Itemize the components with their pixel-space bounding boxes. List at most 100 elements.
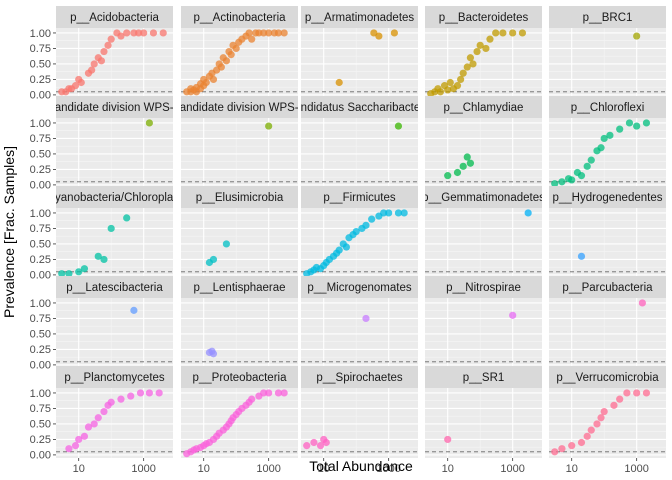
facet-label: p__Latescibacteria xyxy=(66,282,163,294)
data-point xyxy=(568,442,576,450)
data-point xyxy=(459,69,467,77)
facet-strip xyxy=(181,6,298,28)
data-point xyxy=(616,125,624,133)
facet-panel: p__Latescibacteria xyxy=(56,276,173,368)
data-point xyxy=(380,209,388,217)
facet-panel: p__Hydrogenedentes xyxy=(549,186,666,278)
point-group xyxy=(303,209,408,278)
facet-strip xyxy=(425,96,542,118)
data-point xyxy=(107,224,115,233)
data-point xyxy=(209,350,218,358)
data-point xyxy=(633,389,641,397)
y-tick-label: 1.00 xyxy=(30,118,51,130)
y-tick-label: 1.00 xyxy=(30,28,51,40)
facet-strip xyxy=(549,96,666,118)
data-point xyxy=(65,445,73,453)
x-tick-label: 10 xyxy=(73,463,85,475)
point-group xyxy=(58,214,131,278)
data-point xyxy=(509,311,517,319)
y-tick-label: 1.00 xyxy=(30,388,51,400)
data-point xyxy=(638,299,646,307)
panel-background xyxy=(301,298,418,368)
x-tick-label: 10 xyxy=(566,463,578,475)
facet-label: candidate division WPS-1 xyxy=(49,102,180,114)
facet-strip xyxy=(301,276,418,298)
data-point xyxy=(104,41,112,49)
data-point xyxy=(518,29,527,37)
data-point xyxy=(577,252,586,260)
facet-strip xyxy=(301,186,418,208)
data-point xyxy=(94,414,102,422)
facet-label: p__Nitrospirae xyxy=(446,282,521,294)
data-point xyxy=(80,265,89,273)
data-point xyxy=(473,47,481,56)
point-group xyxy=(130,306,138,314)
data-point xyxy=(65,270,73,278)
data-point xyxy=(58,270,66,278)
y-tick-label: 0.75 xyxy=(30,133,51,145)
data-point xyxy=(466,159,475,167)
panel-background xyxy=(549,298,666,368)
data-point xyxy=(444,435,452,444)
y-tick-label: 0.75 xyxy=(30,223,51,235)
y-tick-label: 0.50 xyxy=(30,59,51,71)
facet-label: p__Firmicutes xyxy=(323,192,395,204)
data-point xyxy=(466,54,475,62)
point-group xyxy=(58,29,167,96)
facet-strip xyxy=(56,96,173,118)
data-point xyxy=(436,88,445,96)
data-point xyxy=(600,134,608,143)
data-point xyxy=(583,162,591,170)
data-point xyxy=(149,29,158,37)
data-point xyxy=(633,32,641,40)
panel-background xyxy=(56,298,173,368)
facet-label: p__Acidobacteria xyxy=(70,12,159,24)
data-point xyxy=(633,122,641,130)
data-point xyxy=(551,180,559,188)
data-point xyxy=(94,252,102,260)
data-point xyxy=(600,407,608,416)
facet-strip xyxy=(301,366,418,388)
x-tick-label: 1000 xyxy=(376,463,400,475)
data-point xyxy=(583,432,591,440)
data-point xyxy=(587,156,595,164)
data-point xyxy=(75,435,83,444)
point-group xyxy=(509,311,517,319)
data-point xyxy=(77,78,85,87)
facet-panel: p__Actinobacteria xyxy=(181,6,298,98)
facet-strip xyxy=(56,276,173,298)
data-point xyxy=(71,442,80,450)
data-point xyxy=(202,78,210,87)
point-group xyxy=(444,435,452,444)
data-point xyxy=(100,255,108,264)
panel-background xyxy=(425,298,542,368)
point-group xyxy=(633,32,641,40)
facet-panel: candidate division WPS-2 xyxy=(181,96,298,188)
facet-strip xyxy=(425,6,542,28)
data-point xyxy=(71,82,80,90)
facet-panel: p__Armatimonadetes xyxy=(301,6,418,98)
data-point xyxy=(265,29,273,37)
data-point xyxy=(123,214,131,222)
panel-background xyxy=(301,28,418,98)
x-tick-label: 10 xyxy=(318,463,330,475)
data-point xyxy=(394,122,403,130)
data-point xyxy=(80,432,89,440)
data-point xyxy=(135,29,143,37)
data-point xyxy=(362,221,370,229)
data-point xyxy=(222,240,231,248)
y-tick-label: 0.75 xyxy=(30,313,51,325)
data-point xyxy=(274,389,283,397)
point-group xyxy=(205,347,218,358)
data-point xyxy=(499,29,507,37)
data-point xyxy=(625,119,634,127)
facet-panel: candidate division WPS-1 xyxy=(49,96,180,188)
y-tick-label: 0.25 xyxy=(30,344,51,356)
point-group xyxy=(65,389,163,453)
facet-label: p__Parcubacteria xyxy=(562,282,653,294)
data-point xyxy=(90,60,98,68)
data-point xyxy=(260,389,268,397)
data-point xyxy=(400,209,408,217)
data-point xyxy=(100,47,108,56)
data-point xyxy=(577,172,586,180)
